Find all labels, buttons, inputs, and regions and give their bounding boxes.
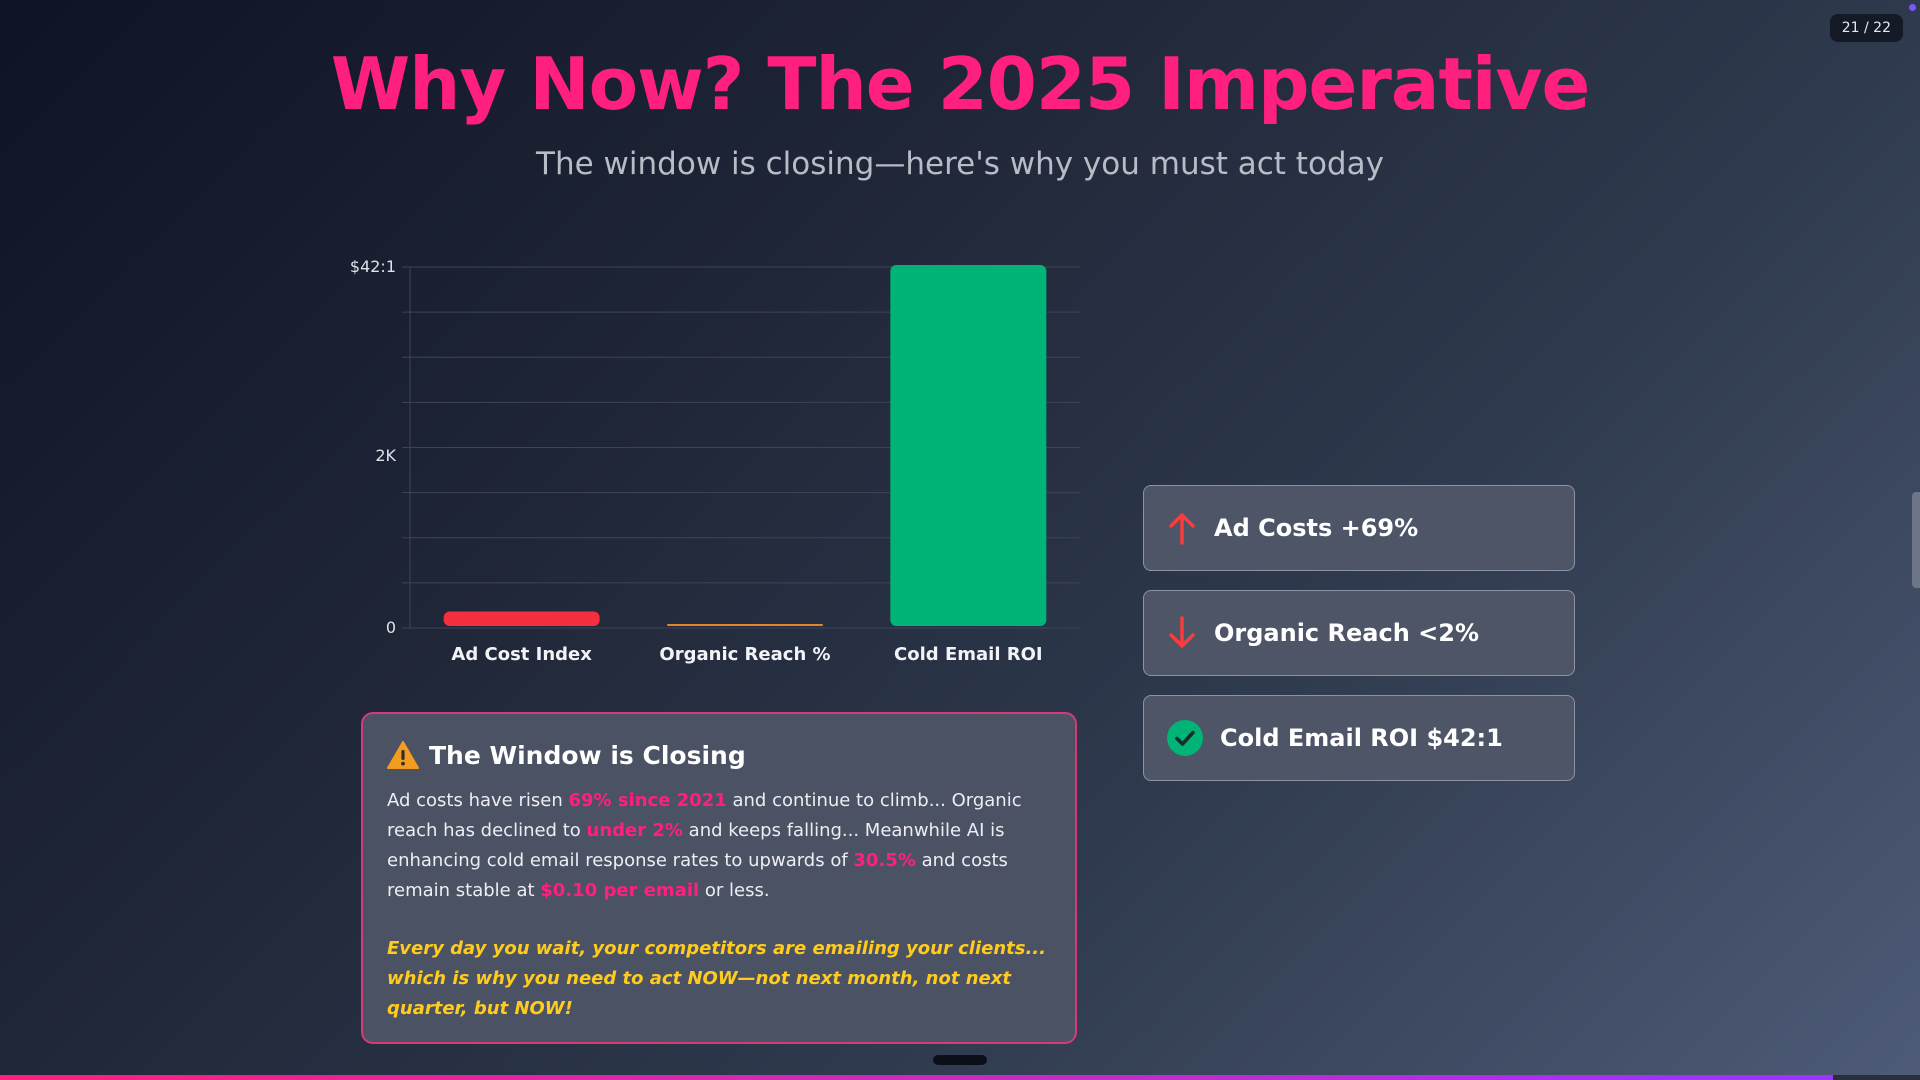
stat-card-ad-costs: Ad Costs +69% [1143,485,1575,571]
warning-text-2: and continue to climb... Organic reach h… [387,790,1022,841]
chart-bar [890,265,1047,626]
stat-card-cold-email-roi: Cold Email ROI $42:1 [1143,695,1575,781]
bar-chart: 0 2K $42:1 Ad Cost Index Organic Reach % Cold… [350,250,1090,680]
warning-text-3: and keeps falling... Meanwhile AI is enh… [387,820,1005,871]
warning-title: The Window is Closing [429,740,746,770]
stat-label-ad-costs: Ad Costs +69% [1214,514,1419,542]
slide-progress-bar [0,1075,1920,1080]
highlight-cost-per-email: $0.10 per email [540,880,700,901]
chart-x-tick-label: Organic Reach % [659,644,830,665]
warning-triangle-icon [387,740,419,770]
warning-header: The Window is Closing [387,740,1051,770]
page-subtitle: The window is closing—here's why you mus… [536,146,1384,182]
stat-card-organic-reach: Organic Reach <2% [1143,590,1575,676]
chart-bar [443,611,600,626]
chart-y-tick-label: 2K [375,446,396,465]
warning-card: The Window is Closing Ad costs have rise… [361,712,1077,1044]
chart-y-tick-label: $42:1 [350,257,396,276]
warning-text-4: and costs remain stable at [387,850,1008,901]
bottom-drag-handle[interactable] [933,1055,987,1065]
arrow-up-icon [1166,511,1198,545]
chart-x-tick-label: Ad Cost Index [451,644,592,665]
chart-bar [667,624,823,626]
arrow-down-icon [1166,616,1198,650]
stat-label-cold-email-roi: Cold Email ROI $42:1 [1220,724,1503,752]
highlight-organic: under 2% [586,820,683,841]
notification-dot [1909,4,1916,11]
warning-cta: Every day you wait, your competitors are… [387,938,1046,1019]
bar-chart-svg: 0 2K $42:1 Ad Cost Index Organic Reach % Cold… [350,257,1080,665]
page-title: Why Now? The 2025 Imperative [330,42,1591,126]
stat-label-organic-reach: Organic Reach <2% [1214,619,1479,647]
slide-progress-fill [0,1075,1833,1080]
chart-x-tick-label: Cold Email ROI [894,644,1043,665]
chart-y-tick-label: 0 [386,618,396,637]
warning-text-1: Ad costs have risen [387,790,569,811]
highlight-response-rate: 30.5% [853,850,916,871]
warning-body: Ad costs have risen 69% since 2021 and c… [387,786,1051,906]
page-counter: 21 / 22 [1829,14,1903,42]
highlight-ad-cost: 69% since 2021 [568,790,727,811]
check-circle-icon [1166,719,1204,757]
warning-text-5: or less. [699,880,770,901]
scrollbar-thumb[interactable] [1912,492,1920,588]
